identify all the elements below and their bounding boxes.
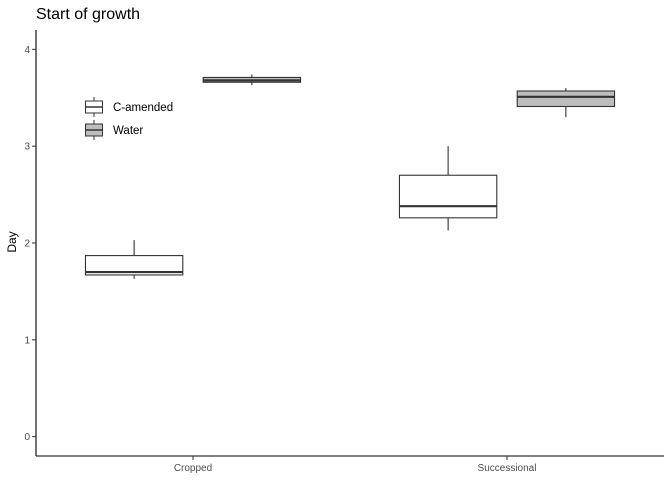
y-tick-label: 0 bbox=[24, 432, 30, 443]
x-tick-label: Successional bbox=[478, 463, 537, 474]
plot-area bbox=[84, 74, 616, 279]
legend-item-water: Water bbox=[85, 120, 143, 140]
boxplot-c-amended bbox=[84, 240, 184, 279]
boxplot-water bbox=[202, 74, 302, 86]
legend-label: Water bbox=[113, 125, 143, 137]
axes: 0 1 2 3 4 Cropped Successional bbox=[24, 45, 536, 474]
boxplot-water bbox=[516, 88, 616, 118]
box bbox=[84, 255, 184, 276]
y-tick-label: 2 bbox=[24, 239, 30, 250]
box bbox=[398, 174, 498, 219]
y-tick-label: 3 bbox=[24, 142, 30, 153]
legend-label: C-amended bbox=[113, 102, 173, 114]
legend-item-c-amended: C-amended bbox=[85, 97, 173, 117]
y-axis-title: Day bbox=[5, 231, 19, 252]
chart-title: Start of growth bbox=[36, 6, 140, 23]
y-tick-label: 1 bbox=[24, 335, 30, 346]
legend: C-amended Water bbox=[85, 97, 173, 140]
y-tick-label: 4 bbox=[24, 45, 30, 56]
x-tick-label: Cropped bbox=[174, 463, 212, 474]
boxplot-c-amended bbox=[398, 146, 498, 231]
box bbox=[516, 90, 616, 108]
